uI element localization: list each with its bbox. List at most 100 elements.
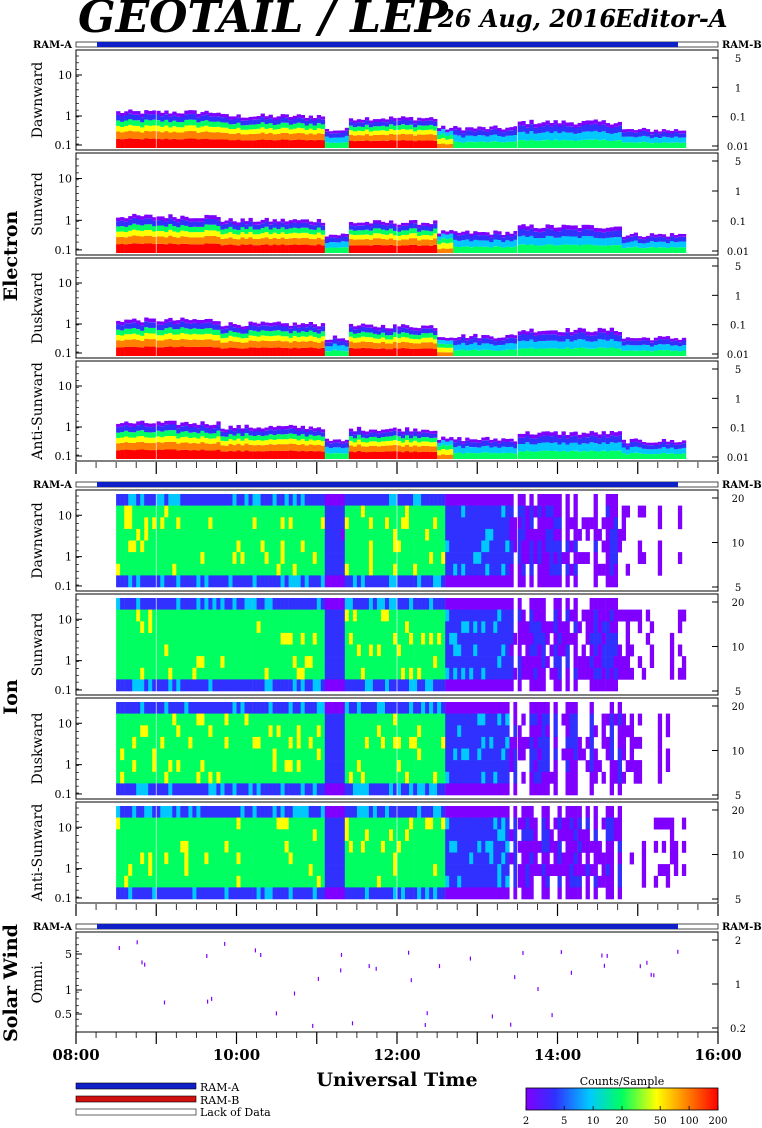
spectrogram-cell <box>232 348 237 356</box>
spectrogram-cell <box>312 130 317 135</box>
spectrogram-cell <box>276 528 281 541</box>
spectrogram-cell <box>348 239 354 246</box>
spectrogram-cell <box>405 667 410 680</box>
spectrogram-cell <box>220 440 225 446</box>
spectrogram-cell <box>208 425 213 429</box>
spectrogram-cell <box>489 517 494 530</box>
spectrogram-cell <box>284 505 289 518</box>
spectrogram-cell <box>212 505 217 518</box>
spectrogram-cell <box>224 429 229 433</box>
spectrogram-cell <box>336 528 342 541</box>
spectrogram-cell <box>144 214 149 219</box>
spectrogram-cell <box>441 621 446 634</box>
spectrogram-cell <box>449 505 454 518</box>
spectrogram-cell <box>585 341 590 349</box>
spectrogram-cell <box>493 128 498 135</box>
spectrogram-cell <box>256 336 261 342</box>
spectrogram-cell <box>441 598 446 610</box>
spectrogram-cell <box>433 140 438 148</box>
spectrogram-cell <box>637 447 643 454</box>
spectrogram-cell <box>393 451 398 459</box>
spectrogram-cell <box>577 444 582 452</box>
spectrogram-cell <box>228 575 233 588</box>
spectrogram-cell <box>605 237 610 246</box>
spectrogram-cell <box>417 575 422 588</box>
spectrogram-cell <box>332 349 338 356</box>
spectrogram-cell <box>649 131 655 135</box>
spectrogram-cell <box>316 139 322 148</box>
spectrogram-cell <box>312 336 317 342</box>
spectrogram-cell <box>252 451 257 459</box>
spectrogram-cell <box>268 632 273 645</box>
spectrogram-cell <box>429 332 434 338</box>
spectrogram-cell <box>621 528 626 541</box>
spectrogram-cell <box>352 239 358 246</box>
spectrogram-cell <box>477 528 482 541</box>
spectrogram-cell <box>272 494 277 506</box>
spectrogram-cell <box>501 679 506 692</box>
spectrogram-cell <box>280 517 285 530</box>
spectrogram-cell <box>216 321 221 325</box>
spectrogram-cell <box>120 609 125 622</box>
spectrogram-cell <box>597 125 602 133</box>
spectrogram-cell <box>260 122 265 128</box>
spectrogram-cell <box>545 528 550 541</box>
spectrogram-cell <box>425 121 430 126</box>
spectrogram-cell <box>481 235 486 241</box>
spectrogram-cell <box>352 632 358 645</box>
spectrogram-cell <box>304 679 309 692</box>
plot-editor: Editor-A <box>614 4 728 33</box>
spectrogram-cell <box>421 517 426 530</box>
spectrogram-cell <box>160 132 165 140</box>
spectrogram-cell <box>601 245 606 253</box>
spectrogram-cell <box>649 340 655 343</box>
spectrogram-cell <box>601 621 606 634</box>
spectrogram-cell <box>264 517 269 530</box>
spectrogram-cell <box>356 222 362 226</box>
spectrogram-cell <box>509 656 514 668</box>
spectrogram-cell <box>280 598 285 610</box>
spectrogram-cell <box>513 126 518 130</box>
spectrogram-cell <box>136 224 141 231</box>
spectrogram-cell <box>393 528 398 541</box>
spectrogram-cell <box>332 667 338 680</box>
spectrogram-cell <box>192 226 197 233</box>
spectrogram-cell <box>561 644 566 657</box>
spectrogram-cell <box>200 575 205 588</box>
spectrogram-cell <box>216 425 221 431</box>
spectrogram-cell <box>657 350 663 356</box>
spectrogram-cell <box>288 563 293 576</box>
spectrogram-cell <box>537 238 542 246</box>
spectrogram-cell <box>585 331 590 336</box>
spectrogram-cell <box>569 540 574 553</box>
spectrogram-cell <box>585 632 590 645</box>
spectrogram-cell <box>665 236 671 240</box>
spectrogram-cell <box>421 432 426 437</box>
spectrogram-cell <box>152 346 157 356</box>
spectrogram-cell <box>541 442 546 451</box>
spectrogram-cell <box>180 139 185 148</box>
spectrogram-cell <box>300 336 305 342</box>
spectrogram-cell <box>140 563 145 576</box>
spectrogram-cell <box>244 333 249 338</box>
spectrogram-cell <box>525 226 530 231</box>
spectrogram-cell <box>120 528 125 541</box>
spectrogram-cell <box>385 130 390 136</box>
spectrogram-cell <box>148 339 153 347</box>
spectrogram-cell <box>372 329 378 334</box>
spectrogram-cell <box>180 679 185 692</box>
spectrogram-cell <box>160 540 165 553</box>
spectrogram-cell <box>537 334 542 342</box>
spectrogram-cell <box>541 435 546 443</box>
spectrogram-cell <box>597 644 602 657</box>
spectrogram-cell <box>288 228 293 234</box>
spectrogram-cell <box>368 437 374 442</box>
spectrogram-cell <box>485 552 490 564</box>
spectrogram-cell <box>368 505 374 518</box>
spectrogram-cell <box>276 450 281 459</box>
spectrogram-cell <box>136 563 141 576</box>
spectrogram-cell <box>413 334 418 339</box>
spectrogram-cell <box>292 528 297 541</box>
spectrogram-cell <box>148 243 153 253</box>
spectrogram-cell <box>324 136 330 143</box>
